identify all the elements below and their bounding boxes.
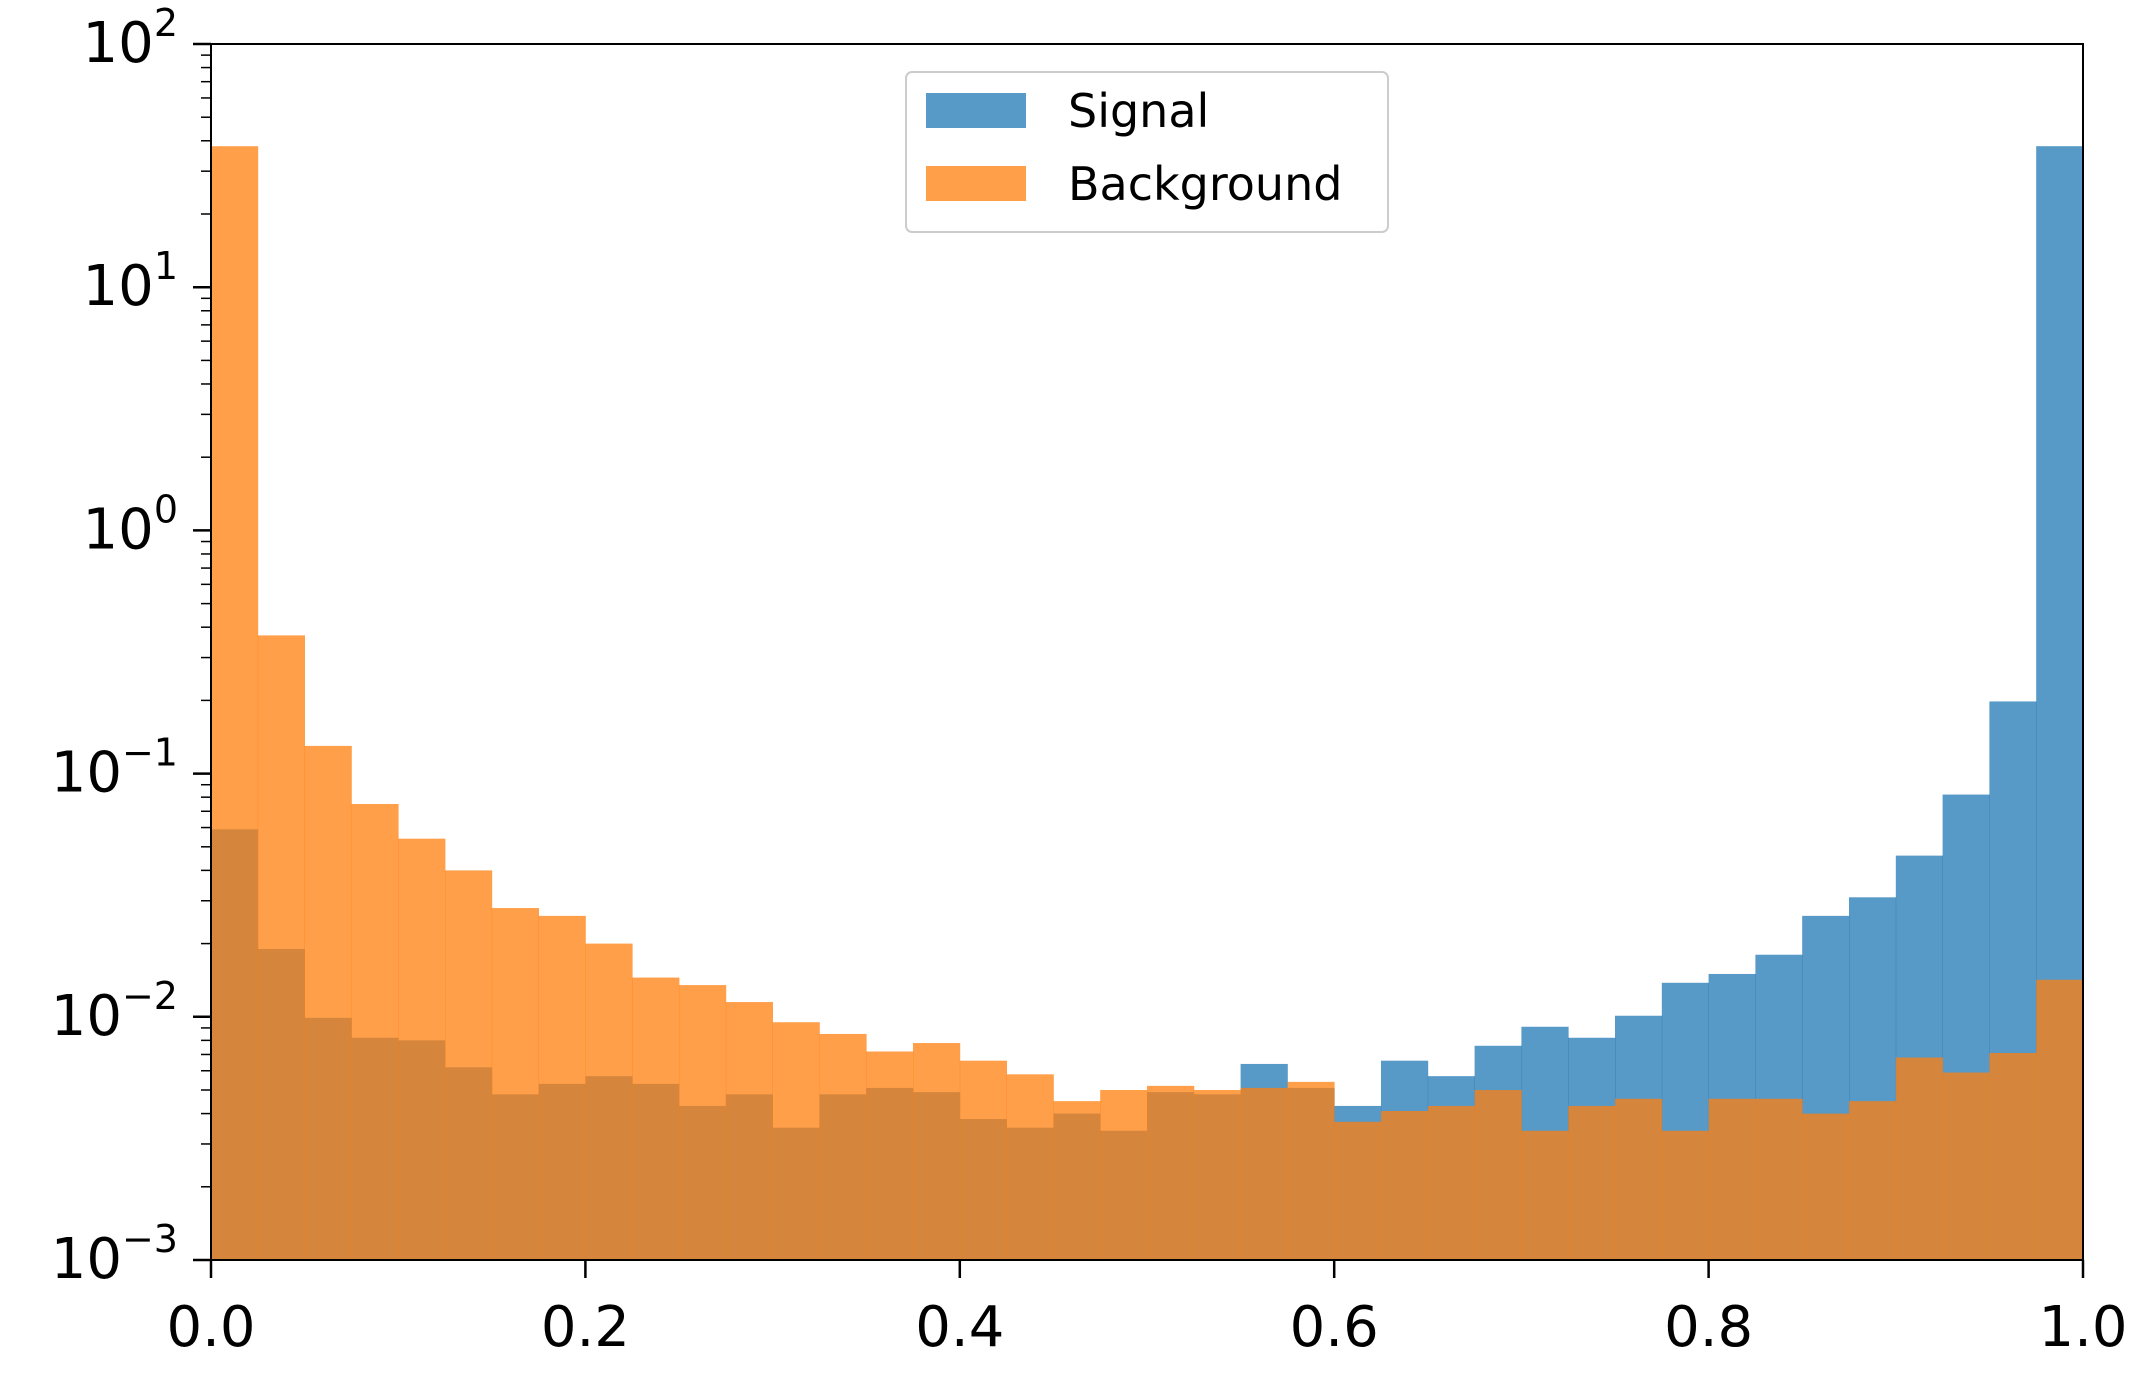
background-bar-18 <box>1053 1101 1101 1260</box>
background-bar-21 <box>1193 1090 1241 1260</box>
x-tick-label: 0.8 <box>1664 1295 1753 1360</box>
y-tick-label: 100 <box>83 487 178 562</box>
legend-box <box>905 71 1389 233</box>
background-bar-31 <box>1661 1130 1709 1260</box>
background-bar-1 <box>257 635 305 1260</box>
background-bar-27 <box>1474 1090 1522 1260</box>
x-tick-label: 1.0 <box>2038 1295 2127 1360</box>
background-bar-39 <box>2036 979 2084 1260</box>
background-bar-4 <box>398 838 446 1260</box>
background-bar-26 <box>1427 1105 1475 1260</box>
background-bar-30 <box>1615 1098 1663 1260</box>
x-major-ticks: 0.0 0.2 0.4 0.6 0.8 1.0 <box>166 1260 2128 1360</box>
plot-frame <box>210 43 2084 1261</box>
legend-label-background: Background <box>1068 157 1342 211</box>
y-tick-label: 101 <box>83 244 178 319</box>
background-bar-28 <box>1521 1130 1569 1260</box>
legend-swatch-signal <box>926 93 1026 128</box>
background-bar-24 <box>1334 1121 1382 1260</box>
background-bar-10 <box>679 985 727 1260</box>
background-bar-16 <box>959 1060 1007 1260</box>
background-bar-12 <box>772 1022 820 1260</box>
x-tick-label: 0.0 <box>166 1295 255 1360</box>
background-bar-11 <box>725 1002 773 1260</box>
background-bar-8 <box>585 943 633 1260</box>
background-bar-7 <box>538 915 586 1260</box>
legend-label-signal: Signal <box>1068 84 1209 138</box>
legend-swatch-background <box>926 166 1026 201</box>
x-tick-label: 0.2 <box>541 1295 630 1360</box>
background-bar-0 <box>211 146 259 1260</box>
background-bar-14 <box>866 1051 914 1260</box>
background-bar-13 <box>819 1033 867 1260</box>
background-bar-6 <box>491 908 539 1260</box>
background-bar-25 <box>1381 1110 1429 1260</box>
background-bar-2 <box>304 745 352 1260</box>
background-bar-5 <box>445 870 493 1260</box>
y-major-ticks: 102 101 100 10−1 10−2 10−3 <box>51 1 211 1292</box>
x-tick-label: 0.4 <box>915 1295 1004 1360</box>
background-bars <box>211 146 2084 1260</box>
background-bar-34 <box>1802 1113 1850 1260</box>
background-bar-32 <box>1708 1098 1756 1260</box>
x-tick-label: 0.6 <box>1290 1295 1379 1360</box>
background-bar-23 <box>1287 1081 1335 1260</box>
legend: Signal Background <box>905 71 1389 233</box>
background-bar-33 <box>1755 1098 1803 1260</box>
y-tick-label: 102 <box>83 1 178 76</box>
background-bar-15 <box>913 1043 961 1260</box>
background-bar-17 <box>1006 1074 1054 1260</box>
background-bar-29 <box>1568 1105 1616 1260</box>
y-tick-label: 10−2 <box>51 974 178 1049</box>
y-minor-ticks <box>201 54 211 1188</box>
y-tick-label: 10−1 <box>51 731 178 806</box>
background-bar-36 <box>1895 1057 1943 1260</box>
background-bar-38 <box>1989 1052 2037 1260</box>
background-bar-19 <box>1100 1090 1148 1260</box>
background-bar-20 <box>1147 1085 1195 1260</box>
background-bar-37 <box>1942 1072 1990 1260</box>
background-bar-9 <box>632 977 680 1260</box>
background-bar-35 <box>1849 1101 1897 1260</box>
background-bar-22 <box>1240 1087 1288 1260</box>
background-bar-3 <box>351 803 399 1260</box>
y-tick-label: 10−3 <box>51 1217 178 1292</box>
